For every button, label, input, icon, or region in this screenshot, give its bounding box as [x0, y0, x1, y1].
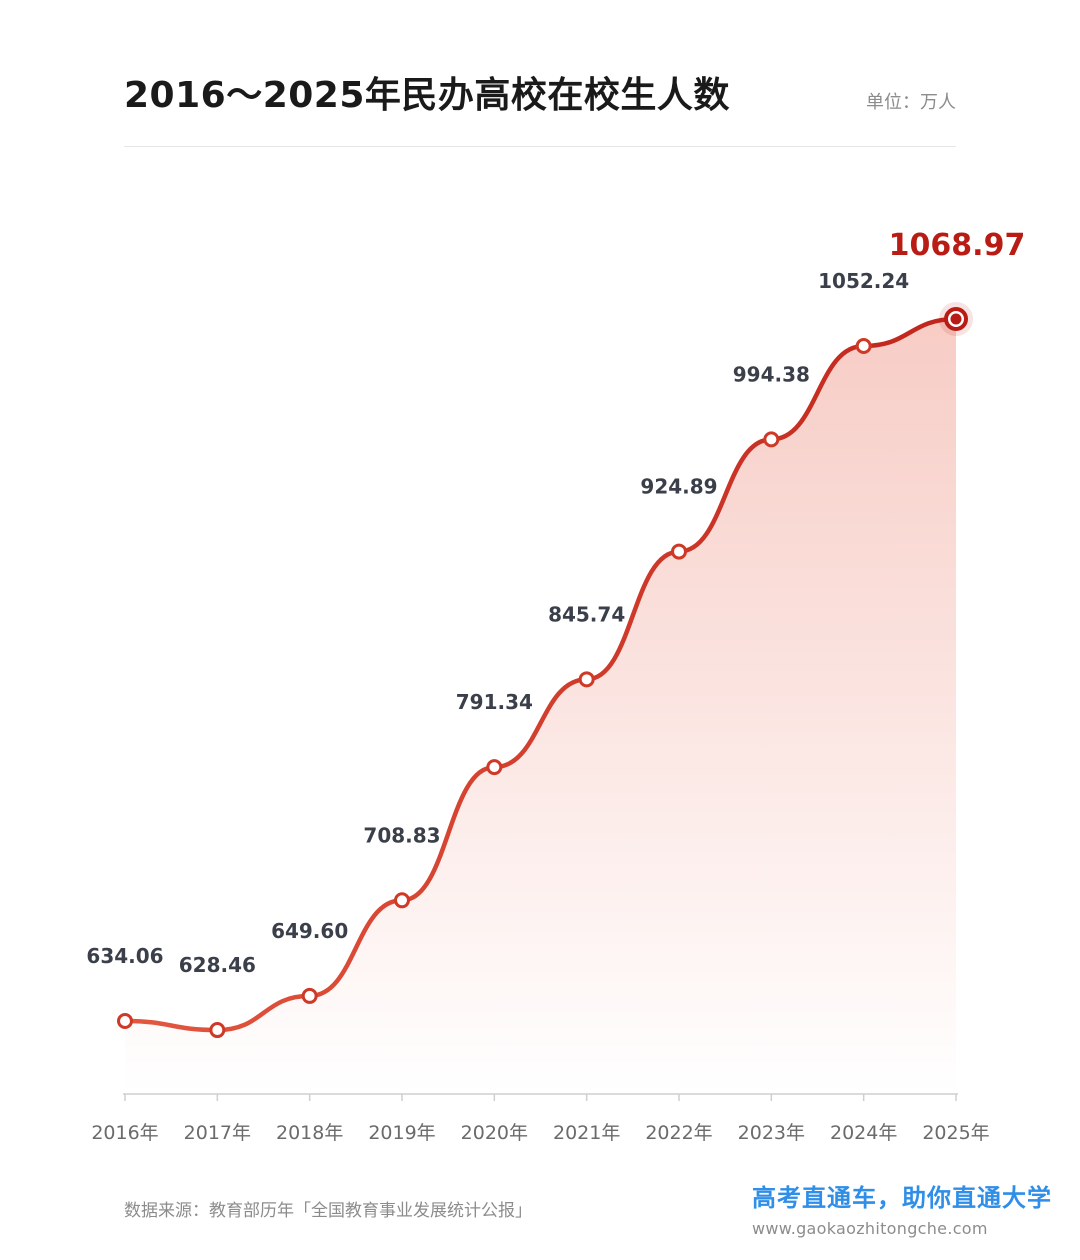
data-label: 649.60 — [271, 919, 348, 943]
series-line — [122, 316, 959, 1033]
data-point-core — [950, 313, 962, 325]
data-point — [855, 338, 872, 355]
x-axis-tick-label: 2017年 — [184, 1122, 251, 1144]
data-label: 628.46 — [179, 953, 256, 977]
title-divider — [124, 146, 956, 147]
area-fill — [125, 319, 956, 1094]
x-axis-tick-label: 2018年 — [276, 1122, 343, 1144]
data-label-highlight: 1068.97 — [889, 228, 1026, 263]
x-axis-tick-label: 2019年 — [368, 1122, 435, 1144]
data-point — [671, 543, 687, 560]
data-point — [486, 759, 503, 776]
brand-url: www.gaokaozhitongche.com — [752, 1219, 988, 1238]
x-axis-tick-label: 2020年 — [461, 1122, 528, 1144]
data-point — [578, 671, 595, 688]
x-axis-tick-label: 2022年 — [645, 1122, 712, 1144]
chart-title: 2016～2025年民办高校在校生人数 — [124, 75, 730, 116]
data-label: 708.83 — [363, 823, 440, 847]
data-label: 924.89 — [640, 475, 717, 499]
data-source-note: 数据来源：教育部历年「全国教育事业发展统计公报」 — [124, 1201, 532, 1221]
data-point — [301, 987, 318, 1004]
brand-slogan: 高考直通车，助你直通大学 — [752, 1184, 1052, 1212]
data-point — [394, 892, 410, 909]
x-axis-tick-label: 2024年 — [830, 1122, 897, 1144]
x-axis-tick-label: 2021年 — [553, 1122, 620, 1144]
data-point — [763, 431, 780, 448]
brand-watermark: 高考直通车，助你直通大学 www.gaokaozhitongche.com — [752, 1178, 1052, 1238]
data-label: 994.38 — [733, 362, 810, 386]
x-axis-tick-label: 2016年 — [91, 1122, 158, 1144]
data-point — [117, 1013, 133, 1029]
x-axis-tick-label: 2025年 — [922, 1122, 989, 1144]
data-label: 634.06 — [86, 944, 163, 968]
data-label: 845.74 — [548, 602, 625, 626]
unit-label: 单位：万人 — [866, 92, 956, 113]
data-point — [209, 1022, 226, 1039]
x-axis-tick-label: 2023年 — [738, 1122, 805, 1144]
data-label: 791.34 — [456, 690, 533, 714]
data-label: 1052.24 — [818, 269, 909, 293]
